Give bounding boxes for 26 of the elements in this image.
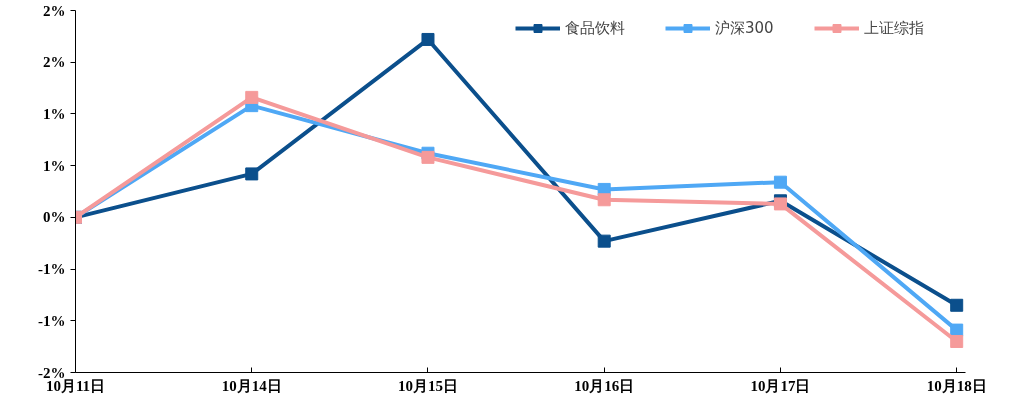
- legend-label: 沪深300: [715, 18, 774, 38]
- point: [950, 323, 964, 337]
- y-tick-label: 2%: [43, 2, 66, 19]
- point: [773, 175, 787, 189]
- point: [950, 298, 964, 312]
- point: [421, 32, 435, 46]
- y-tick-label: -1%: [38, 312, 66, 329]
- x-tick-label: 10月14日: [221, 377, 282, 394]
- x-tick-label: 10月15日: [397, 377, 458, 394]
- x-tick-label: 10月18日: [926, 377, 987, 394]
- point: [421, 150, 435, 164]
- point: [597, 193, 611, 207]
- y-tick-label: -1%: [38, 261, 66, 278]
- point: [245, 167, 259, 181]
- y-tick-label: 1%: [43, 157, 66, 174]
- x-tick-label: 10月16日: [574, 377, 635, 394]
- point: [950, 334, 964, 348]
- point: [245, 90, 259, 104]
- y-tick-label: 2%: [43, 54, 66, 71]
- legend-label: 上证综指: [863, 18, 924, 38]
- y-tick-label: 0%: [43, 209, 66, 226]
- y-tick-label: 1%: [43, 105, 66, 122]
- point: [597, 234, 611, 248]
- legend-label: 食品饮料: [565, 18, 625, 38]
- x-tick-label: 10月17日: [750, 377, 811, 394]
- x-tick-label: 10月11日: [45, 377, 106, 394]
